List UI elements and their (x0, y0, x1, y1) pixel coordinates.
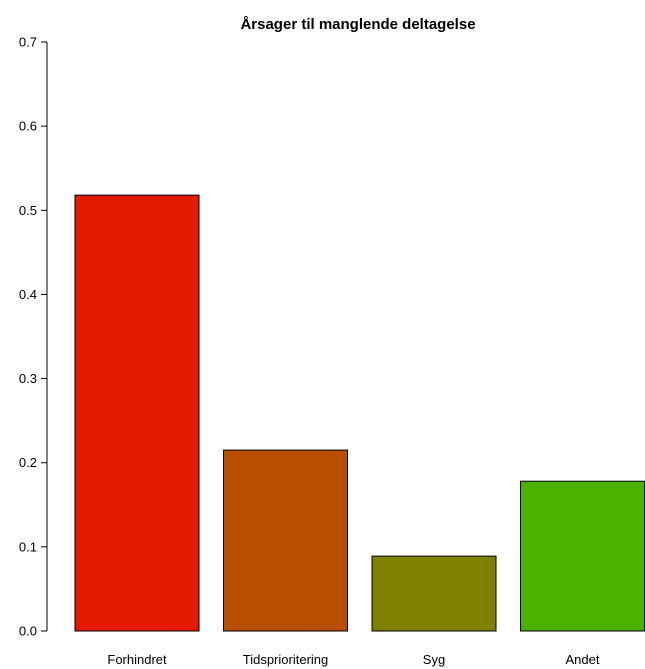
y-tick-label: 0.5 (19, 203, 37, 218)
y-tick-label: 0.7 (19, 35, 37, 50)
bar-andet (520, 480, 645, 632)
x-tick-label: Forhindret (107, 652, 167, 667)
bar-syg (371, 555, 497, 632)
y-axis: 0.0 0.1 0.2 0.3 0.4 0.5 0.6 0.7 (19, 35, 48, 639)
bar-tidsprioritering (223, 449, 348, 632)
y-tick-label: 0.1 (19, 539, 37, 554)
bars-group (74, 194, 645, 632)
y-tick-label: 0.4 (19, 287, 37, 302)
x-axis-labels: Forhindret Tidsprioritering Syg Andet (107, 652, 599, 667)
y-tick-label: 0.6 (19, 119, 37, 134)
x-tick-label: Andet (566, 652, 600, 667)
x-tick-label: Syg (423, 652, 445, 667)
y-tick-label: 0.0 (19, 624, 37, 639)
y-tick-label: 0.2 (19, 455, 37, 470)
y-tick-label: 0.3 (19, 371, 37, 386)
chart-title: Årsager til manglende deltagelse (240, 16, 475, 33)
bar-forhindret (74, 194, 200, 632)
x-tick-label: Tidsprioritering (243, 652, 329, 667)
